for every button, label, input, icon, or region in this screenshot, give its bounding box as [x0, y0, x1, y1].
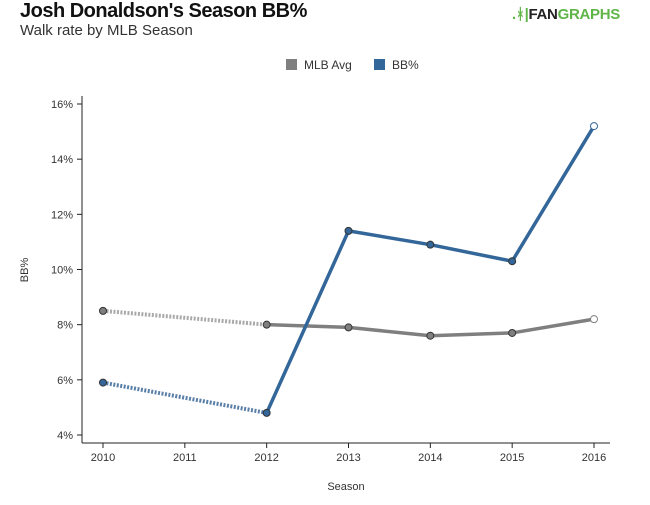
y-tick-label: 16%: [51, 99, 73, 111]
data-point: [508, 257, 517, 266]
y-tick-label: 10%: [51, 265, 73, 277]
x-tick-label: 2010: [91, 452, 115, 464]
legend: MLB Avg BB%: [286, 58, 419, 72]
x-tick-label: 2015: [500, 452, 524, 464]
data-point: [99, 378, 107, 387]
data-point: [344, 226, 353, 235]
y-tick-label: 8%: [57, 320, 73, 332]
x-tick-label: 2012: [254, 452, 278, 464]
series-mlb-avg: [99, 306, 598, 340]
y-axis-label: BB%: [19, 258, 31, 283]
data-point: [344, 323, 353, 332]
x-axis-label: Season: [327, 481, 364, 493]
fangraphs-logo: .ᚼ|FANGRAPHS: [512, 6, 620, 23]
y-tick-label: 12%: [51, 209, 73, 221]
x-tick-label: 2013: [336, 452, 360, 464]
series-bb-: [99, 122, 598, 417]
line-segment: [429, 242, 513, 263]
data-point: [426, 331, 435, 340]
legend-label: BB%: [392, 58, 419, 72]
line-segment: [430, 331, 513, 338]
legend-label: MLB Avg: [304, 58, 352, 72]
logo-batter-icon: .ᚼ|: [512, 6, 529, 23]
chart-title: Josh Donaldson's Season BB%: [20, 0, 307, 22]
x-tick-label: 2011: [173, 452, 197, 464]
legend-swatch: [374, 59, 385, 70]
line-segment: [511, 317, 595, 335]
line-segment: [102, 380, 268, 415]
data-point: [508, 328, 517, 337]
line-segment: [265, 230, 351, 414]
data-point: [590, 315, 598, 324]
data-point: [590, 122, 598, 131]
legend-swatch: [286, 59, 297, 70]
x-tick-label: 2014: [418, 452, 442, 464]
y-tick-label: 14%: [51, 154, 73, 166]
data-point: [426, 240, 435, 249]
line-segment: [510, 125, 596, 263]
x-tick-label: 2016: [582, 452, 606, 464]
data-point: [99, 306, 107, 315]
y-tick-label: 4%: [57, 430, 73, 442]
line-segment: [348, 229, 431, 247]
line-segment: [348, 325, 431, 338]
chart-subtitle: Walk rate by MLB Season: [20, 22, 193, 39]
data-point: [262, 320, 271, 329]
data-point: [262, 408, 271, 417]
line-segment: [102, 308, 267, 327]
y-tick-label: 6%: [57, 375, 73, 387]
